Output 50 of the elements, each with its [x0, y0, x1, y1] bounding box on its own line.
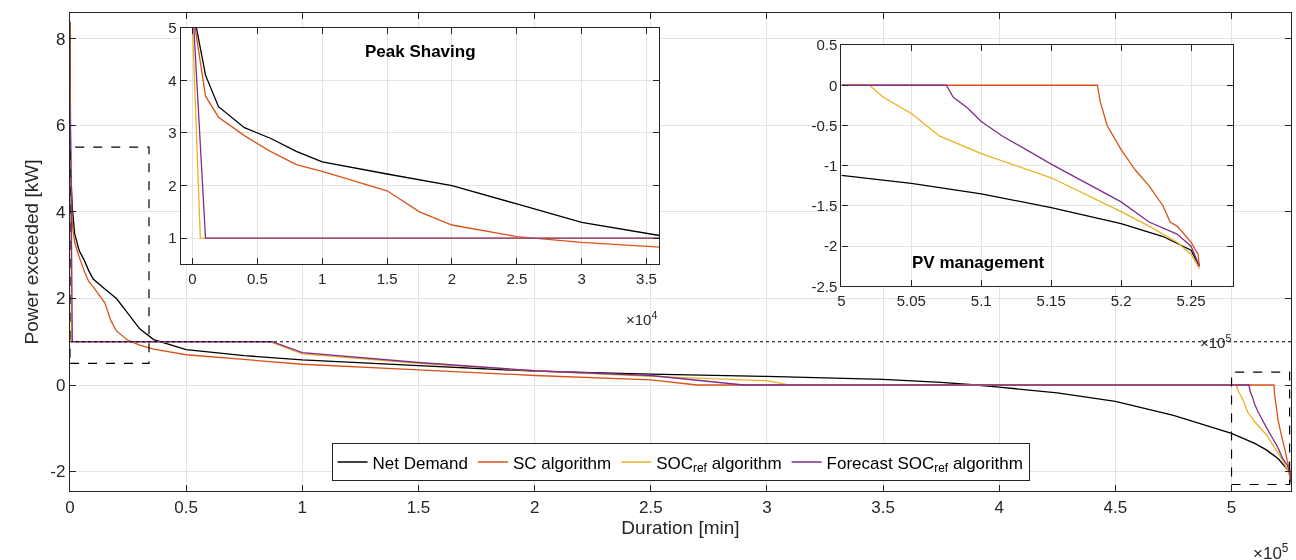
x-tick-label: 3 — [762, 497, 772, 517]
y-tick-label: -2 — [823, 237, 838, 255]
y-tick-label: 6 — [55, 116, 66, 136]
x-tick-label: 2.5 — [506, 269, 528, 287]
x-tick-label: 5.25 — [1176, 291, 1206, 309]
x-tick-label: 3 — [577, 269, 586, 287]
annotation: ×10$^{4}$ — [626, 309, 658, 329]
y-tick-label: 1 — [168, 229, 177, 247]
x-tick-label: 3.5 — [871, 497, 895, 517]
x-tick-label: 1.5 — [406, 497, 431, 517]
y-tick-label: -1 — [823, 156, 838, 174]
x-tick-label: 5.15 — [1036, 291, 1066, 309]
x-tick-label: 5.2 — [1110, 291, 1132, 309]
y-tick-label: -1.5 — [811, 197, 838, 215]
x-tick-label: 1.5 — [376, 269, 398, 287]
y-tick-label: 3 — [168, 124, 177, 142]
x-tick-label: 5 — [1226, 497, 1237, 517]
x-tick-label: 1 — [297, 497, 308, 517]
text: PV management — [912, 253, 1045, 272]
x-tick-label: 2 — [447, 269, 457, 287]
x-axis-title: Duration [min] — [621, 516, 740, 538]
x-tick-label: 2.5 — [638, 497, 663, 517]
x-tick-label: 1 — [318, 269, 327, 287]
y-tick-label: 4 — [55, 202, 66, 222]
legend-label: Net Demand — [372, 453, 468, 473]
y-tick-label: -0.5 — [811, 116, 838, 134]
y-tick-label: 0 — [828, 76, 838, 94]
x-tick-label: 5.05 — [896, 291, 926, 309]
x-tick-label: 4 — [994, 497, 1004, 517]
y-tick-label: 8 — [55, 29, 66, 49]
x-tick-label: 4.5 — [1103, 497, 1128, 517]
y-tick-label: -2 — [50, 462, 66, 482]
x-tick-label: 0 — [188, 269, 197, 287]
annotation: ×10$^{5}$ — [1200, 332, 1232, 352]
legend-label: SOC$_{ref}$ algorithm — [656, 453, 782, 476]
y-axis-title: Power exceeded [kW] — [21, 159, 43, 345]
y-tick-label: 4 — [168, 71, 177, 89]
y-tick-label: -2.5 — [811, 277, 838, 295]
y-tick-label: 2 — [168, 176, 177, 194]
text: ×10$^{5}$ — [1253, 541, 1289, 560]
legend-label: Forecast SOC$_{ref}$ algorithm — [826, 453, 1023, 476]
legend-label: SC algorithm — [512, 453, 612, 473]
y-tick-label: 0.5 — [816, 36, 838, 54]
y-tick-label: 0 — [55, 375, 66, 395]
x-tick-label: 0.5 — [246, 269, 268, 287]
y-tick-label: 5 — [168, 19, 177, 37]
x-tick-label: 3.5 — [636, 269, 657, 287]
text: Peak Shaving — [365, 42, 476, 61]
x-tick-label: 2 — [529, 497, 540, 517]
x-tick-label: 5.1 — [970, 291, 992, 309]
